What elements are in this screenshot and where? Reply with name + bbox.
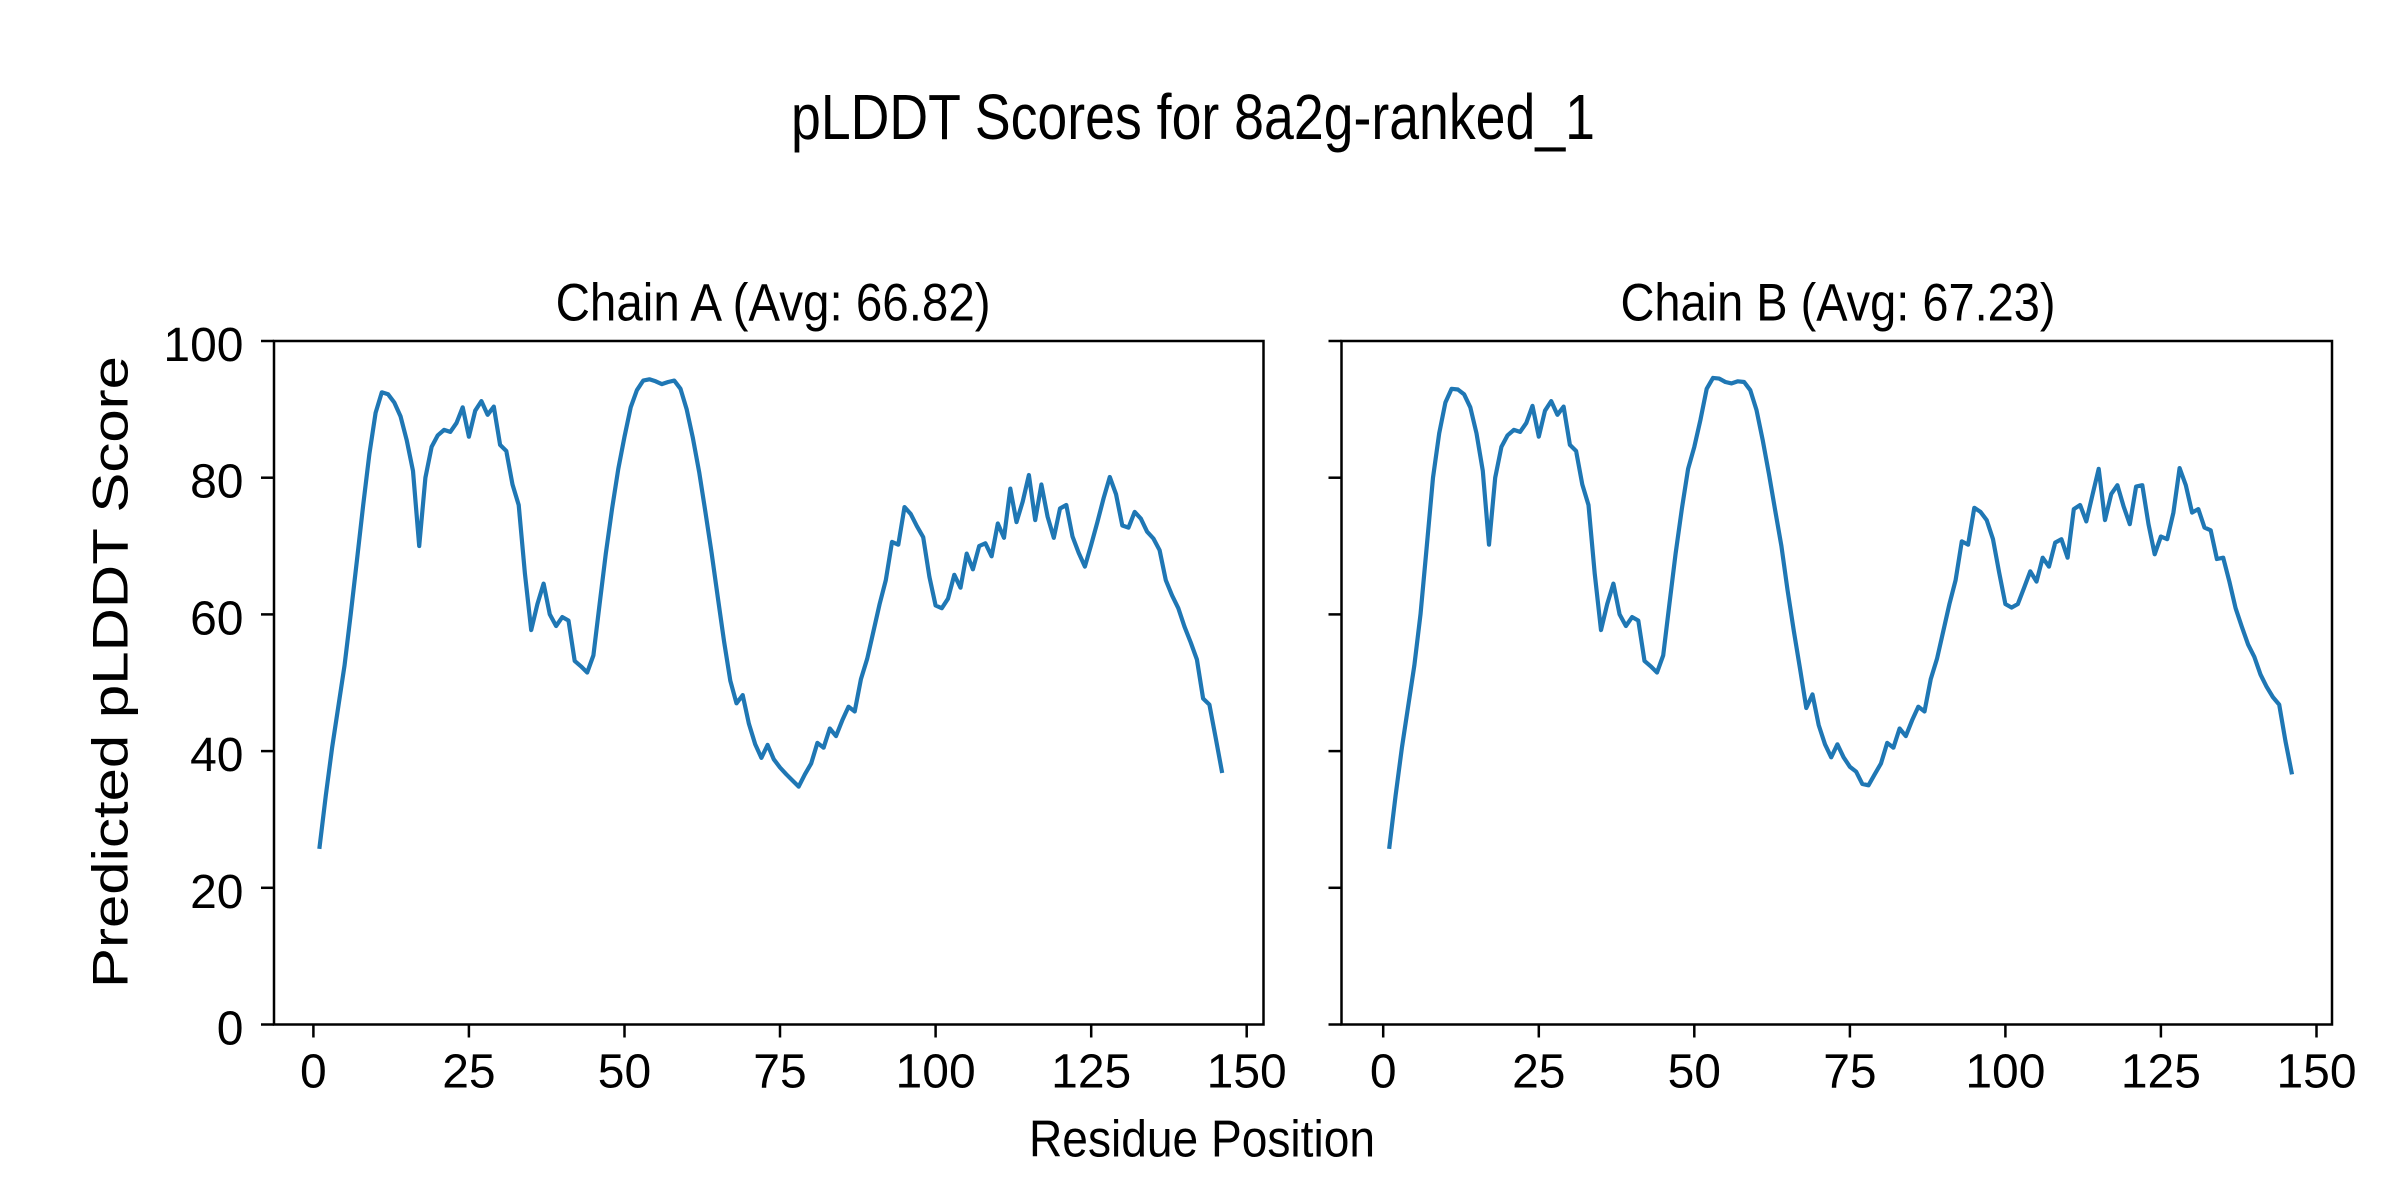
svg-text:100: 100 bbox=[896, 1046, 976, 1099]
svg-text:100: 100 bbox=[163, 319, 243, 372]
svg-text:150: 150 bbox=[1207, 1046, 1287, 1099]
svg-text:150: 150 bbox=[2276, 1046, 2356, 1099]
svg-text:50: 50 bbox=[1668, 1046, 1721, 1099]
svg-text:20: 20 bbox=[190, 866, 243, 919]
svg-text:Chain B (Avg: 67.23): Chain B (Avg: 67.23) bbox=[1621, 273, 2056, 332]
svg-text:0: 0 bbox=[300, 1046, 327, 1099]
svg-text:125: 125 bbox=[1051, 1046, 1131, 1099]
svg-text:60: 60 bbox=[190, 592, 243, 645]
svg-text:75: 75 bbox=[753, 1046, 806, 1099]
svg-text:0: 0 bbox=[217, 1003, 244, 1056]
svg-text:125: 125 bbox=[2121, 1046, 2201, 1099]
svg-text:Predicted pLDDT Score: Predicted pLDDT Score bbox=[83, 356, 139, 988]
svg-text:25: 25 bbox=[1512, 1046, 1565, 1099]
svg-text:pLDDT Scores for 8a2g-ranked_1: pLDDT Scores for 8a2g-ranked_1 bbox=[791, 81, 1595, 153]
svg-text:100: 100 bbox=[1965, 1046, 2045, 1099]
svg-text:80: 80 bbox=[190, 456, 243, 509]
svg-text:40: 40 bbox=[190, 729, 243, 782]
svg-text:50: 50 bbox=[598, 1046, 651, 1099]
svg-text:0: 0 bbox=[1370, 1046, 1397, 1099]
svg-text:Residue Position: Residue Position bbox=[1029, 1110, 1375, 1168]
svg-text:Chain A (Avg: 66.82): Chain A (Avg: 66.82) bbox=[556, 273, 991, 332]
svg-text:75: 75 bbox=[1823, 1046, 1876, 1099]
svg-text:25: 25 bbox=[442, 1046, 495, 1099]
